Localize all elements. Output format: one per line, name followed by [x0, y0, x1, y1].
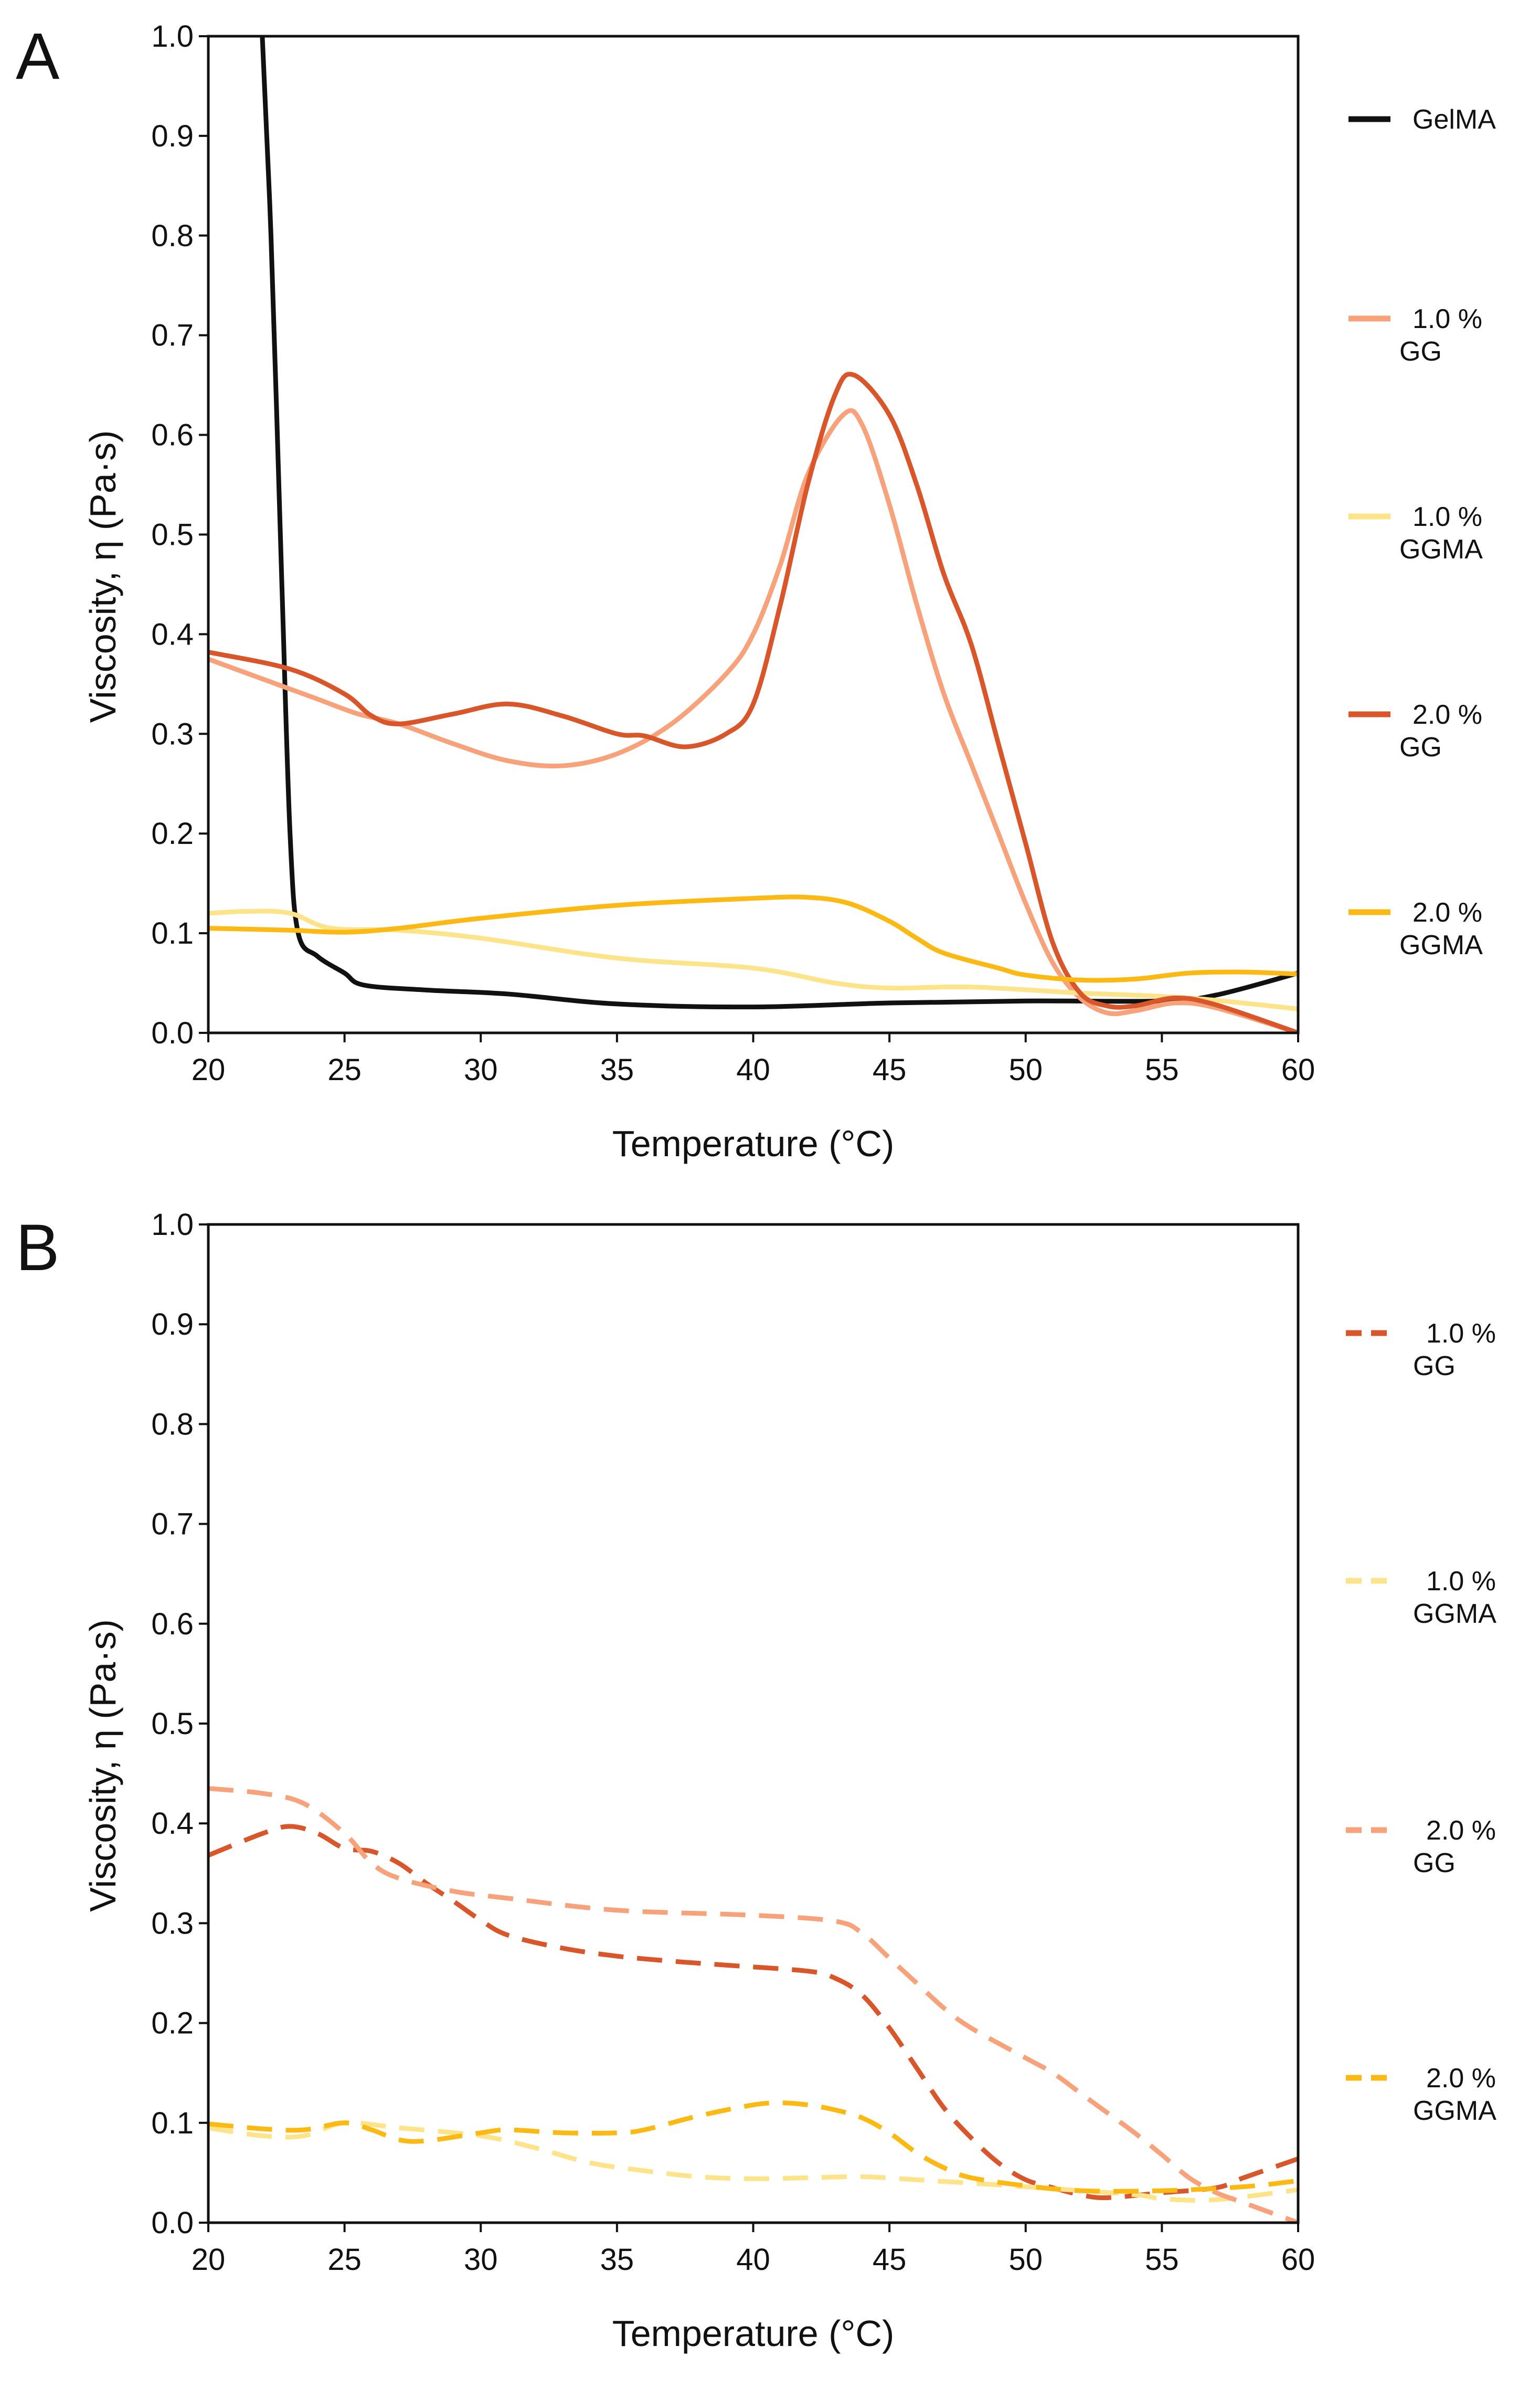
y-tick-label: 0.7 [151, 1507, 194, 1541]
y-tick-label: 0.4 [151, 1806, 194, 1841]
x-tick-label: 45 [873, 1053, 907, 1087]
x-tick-label: 60 [1281, 1053, 1315, 1087]
y-tick-label: 0.1 [151, 916, 194, 950]
legend-label: 1.0 % [1426, 1318, 1496, 1349]
y-tick-label: 0.5 [151, 1707, 194, 1741]
series-line-1-0-gg [208, 1824, 1298, 2201]
x-tick-label: 40 [736, 1053, 770, 1087]
y-axis-title: Viscosity, η (Pa·s) [82, 1619, 123, 1912]
y-tick-label: 0.4 [151, 617, 194, 651]
series-line-2-0-gg [208, 372, 1298, 1033]
legend-label: GGMA [1399, 534, 1483, 565]
series-line-2-0-ggma [208, 894, 1298, 983]
series-line-2-0-ggma [208, 2100, 1298, 2194]
y-tick-label: 0.0 [151, 1016, 194, 1050]
y-tick-label: 1.0 [151, 19, 194, 54]
x-tick-label: 20 [192, 2243, 226, 2277]
panel-letter: A [16, 20, 60, 93]
legend-label: GelMA [1412, 104, 1496, 135]
legend-label: 1.0 % [1412, 502, 1482, 532]
x-tick-label: 30 [464, 1053, 498, 1087]
x-tick-label: 35 [600, 2243, 634, 2277]
plot-frame [207, 35, 1300, 1034]
legend-label: 2.0 % [1412, 897, 1482, 928]
y-tick-label: 0.1 [151, 2106, 194, 2140]
x-tick-label: 55 [1145, 1053, 1179, 1087]
legend-label: GG [1399, 732, 1442, 763]
x-tick-label: 60 [1281, 2243, 1315, 2277]
legend-label: GG [1399, 336, 1442, 367]
y-tick-label: 0.3 [151, 717, 194, 751]
y-tick-label: 0.3 [151, 1906, 194, 1940]
panel-letter: B [16, 1211, 59, 1284]
legend-label: GG [1413, 1351, 1456, 1381]
y-tick-label: 1.0 [151, 1208, 194, 1242]
legend-label: GGMA [1399, 930, 1483, 960]
x-tick-label: 40 [736, 2243, 770, 2277]
y-tick-label: 0.5 [151, 518, 194, 552]
y-tick-label: 0.6 [151, 1607, 194, 1641]
x-tick-label: 55 [1145, 2243, 1179, 2277]
y-tick-label: 0.9 [151, 119, 194, 153]
x-tick-label: 30 [464, 2243, 498, 2277]
x-tick-label: 50 [1008, 1053, 1043, 1087]
legend-label: GGMA [1413, 1599, 1496, 1629]
x-tick-label: 20 [192, 1053, 226, 1087]
x-axis-title: Temperature (°C) [612, 1123, 895, 1164]
x-axis-title: Temperature (°C) [612, 2313, 895, 2354]
series-line-1-0-ggma [208, 908, 1298, 1011]
x-tick-label: 25 [327, 2243, 362, 2277]
legend-label: GG [1413, 1848, 1456, 1878]
y-tick-label: 0.2 [151, 2006, 194, 2041]
plot-frame [207, 1223, 1300, 2224]
legend-label: 1.0 % [1412, 304, 1482, 334]
x-tick-label: 50 [1008, 2243, 1043, 2277]
legend-label: 2.0 % [1412, 700, 1482, 730]
y-tick-label: 0.2 [151, 817, 194, 851]
legend-label: GGMA [1413, 2096, 1496, 2126]
y-axis-title: Viscosity, η (Pa·s) [82, 430, 123, 723]
legend-label: 2.0 % [1426, 2063, 1496, 2094]
series-line-gelma [260, 36, 1298, 1010]
y-tick-label: 0.8 [151, 1407, 194, 1441]
series-line-2-0-gg [208, 1786, 1298, 2223]
series-line-1-0-gg [208, 408, 1298, 1033]
series-line-1-0-ggma [208, 2120, 1298, 2203]
y-tick-label: 0.8 [151, 219, 194, 253]
y-tick-label: 0.6 [151, 418, 194, 452]
x-tick-label: 45 [873, 2243, 907, 2277]
legend-label: 1.0 % [1426, 1566, 1496, 1597]
x-tick-label: 35 [600, 1053, 634, 1087]
y-tick-label: 0.0 [151, 2206, 194, 2240]
legend-label: 2.0 % [1426, 1815, 1496, 1846]
y-tick-label: 0.7 [151, 319, 194, 353]
y-tick-label: 0.9 [151, 1307, 194, 1341]
x-tick-label: 25 [327, 1053, 362, 1087]
